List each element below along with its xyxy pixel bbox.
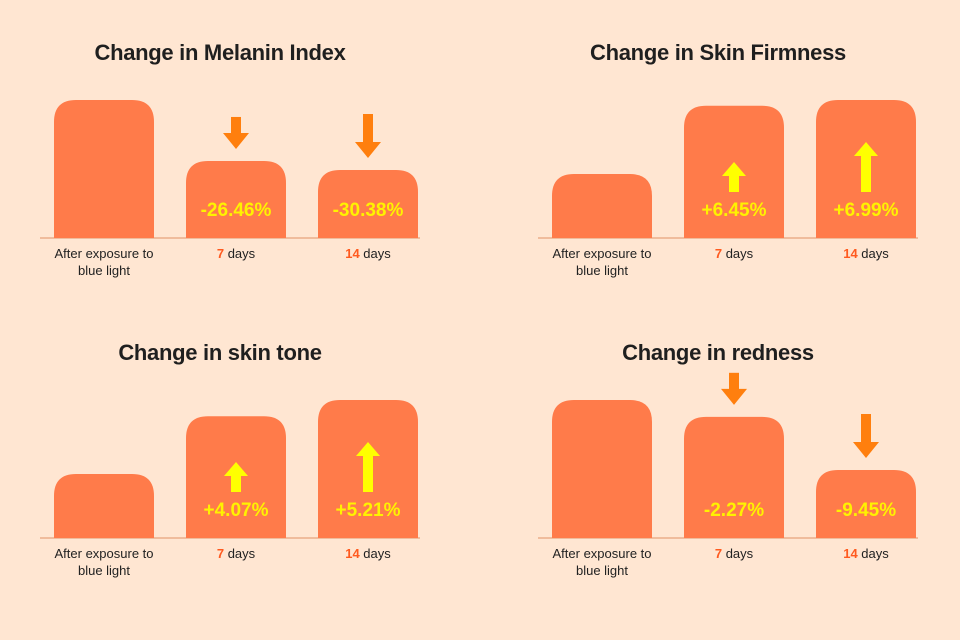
arrow-down-icon: [853, 414, 879, 458]
category-label: 7 days: [217, 546, 256, 561]
bar-chart: After exposure to blue light +6.45% 7 days +…: [538, 100, 918, 278]
bar: [684, 416, 784, 538]
bar: [318, 170, 418, 238]
data-label: +5.21%: [336, 500, 401, 521]
category-label: After exposure to: [553, 246, 652, 261]
data-label: -26.46%: [201, 200, 272, 221]
category-label: 7 days: [715, 246, 754, 261]
chart-panel-melanin: Change in Melanin Index After exposure t…: [0, 40, 440, 340]
bar-chart: After exposure to blue light +4.07% 7 days +…: [40, 400, 420, 578]
arrow-up-icon: [224, 462, 248, 492]
data-label: -30.38%: [333, 200, 404, 221]
arrow-down-icon: [721, 372, 747, 405]
category-label: blue light: [576, 563, 628, 578]
category-label: 14 days: [843, 546, 889, 561]
chart-title: Change in redness: [622, 340, 814, 365]
chart-panel-redness: Change in redness After exposure to blue …: [498, 340, 938, 640]
data-label: -2.27%: [704, 500, 764, 521]
arrow-up-icon: [722, 162, 746, 192]
data-label: +6.45%: [702, 200, 767, 221]
bar-chart: After exposure to blue light -2.27% 7 days -…: [538, 372, 918, 578]
chart-title: Change in Skin Firmness: [590, 40, 846, 65]
data-label: -9.45%: [836, 500, 896, 521]
data-label: +4.07%: [204, 500, 269, 521]
bar: [54, 474, 154, 538]
arrow-down-icon: [223, 116, 249, 149]
category-label: 14 days: [345, 546, 391, 561]
bar: [552, 400, 652, 538]
chart-panel-skin-tone: Change in skin tone After exposure to blu…: [0, 340, 440, 640]
arrow-down-icon: [355, 114, 381, 158]
chart-title: Change in Melanin Index: [94, 40, 346, 65]
bar: [816, 470, 916, 538]
bar: [54, 100, 154, 238]
category-label: 14 days: [345, 246, 391, 261]
category-label: After exposure to: [553, 546, 652, 561]
data-label: +6.99%: [834, 200, 899, 221]
category-label: blue light: [576, 263, 628, 278]
category-label: After exposure to: [55, 546, 154, 561]
bar: [186, 160, 286, 238]
category-label: After exposure to: [55, 246, 154, 261]
category-label: blue light: [78, 263, 130, 278]
bar: [552, 174, 652, 238]
category-label: blue light: [78, 563, 130, 578]
category-label: 14 days: [843, 246, 889, 261]
bar-chart: After exposure to blue light -26.46% 7 days…: [40, 100, 420, 278]
chart-title: Change in skin tone: [118, 340, 322, 365]
category-label: 7 days: [715, 546, 754, 561]
arrow-up-icon: [854, 142, 878, 192]
category-label: 7 days: [217, 246, 256, 261]
arrow-up-icon: [356, 442, 380, 492]
chart-panel-firmness: Change in Skin Firmness After exposure t…: [498, 40, 938, 340]
